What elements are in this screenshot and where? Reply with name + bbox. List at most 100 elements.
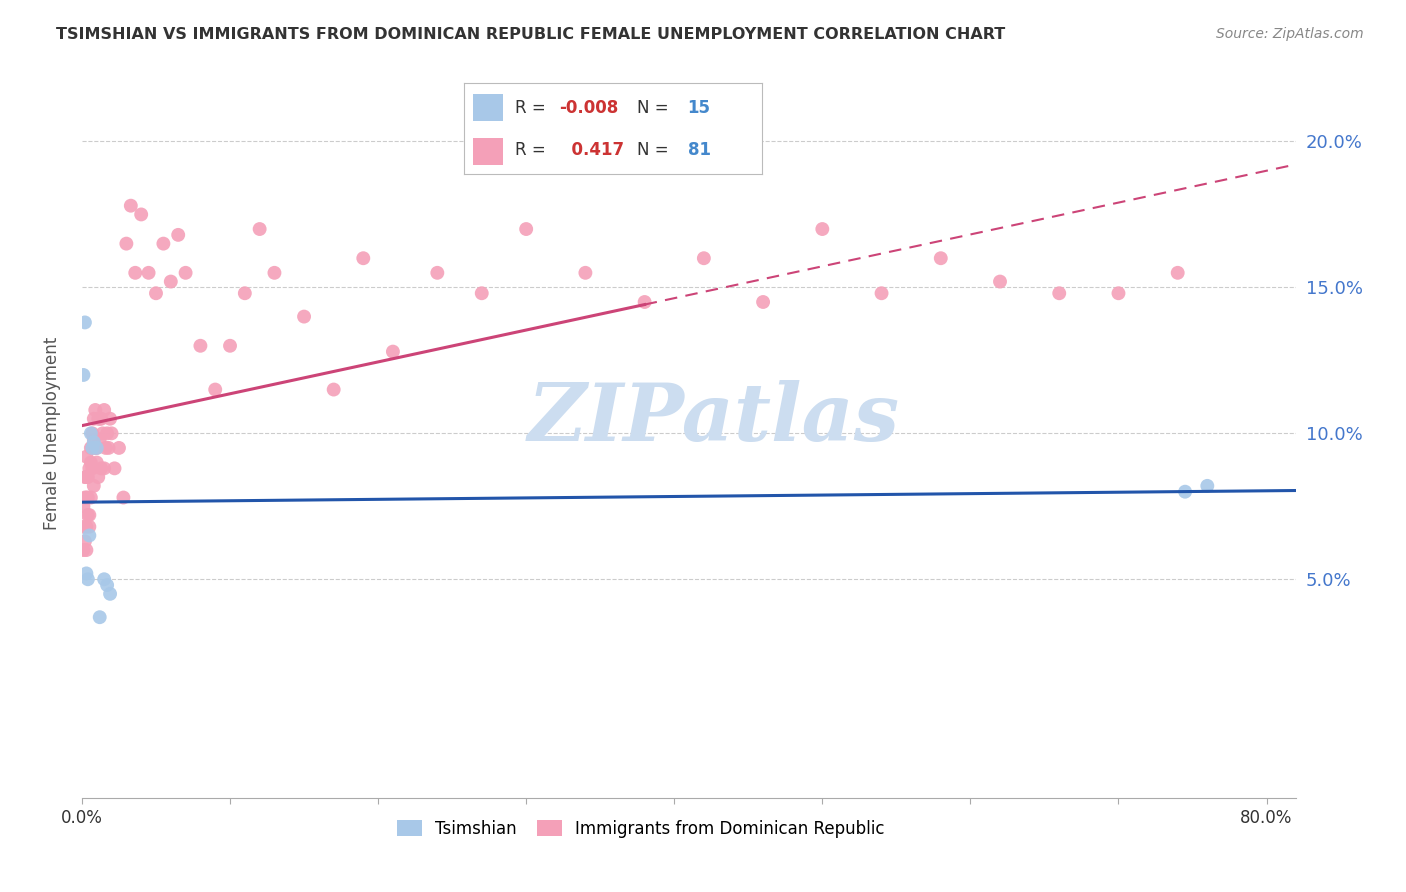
Point: [426, 266, 449, 280]
Point: [89, 610, 111, 624]
Point: [100, 426, 122, 441]
Point: [167, 227, 190, 242]
Point: [73, 470, 96, 484]
Point: [929, 251, 952, 265]
Point: [96, 426, 118, 441]
Point: [249, 222, 271, 236]
Point: [77, 470, 100, 484]
Point: [90, 461, 112, 475]
Point: [152, 236, 174, 251]
Point: [84, 403, 107, 417]
Point: [633, 295, 655, 310]
Point: [80, 426, 103, 441]
Point: [80, 441, 103, 455]
Point: [233, 286, 256, 301]
Point: [190, 339, 212, 353]
Point: [86, 441, 108, 455]
Point: [93, 461, 115, 475]
Point: [381, 344, 404, 359]
Point: [159, 275, 181, 289]
Point: [87, 470, 110, 484]
Point: [83, 435, 105, 450]
Point: [103, 461, 125, 475]
Point: [84, 441, 107, 455]
Point: [79, 508, 101, 522]
Point: [80, 456, 103, 470]
Legend: Tsimshian, Immigrants from Dominican Republic: Tsimshian, Immigrants from Dominican Rep…: [389, 814, 891, 845]
Point: [90, 411, 112, 425]
Point: [82, 461, 104, 475]
Point: [97, 441, 120, 455]
Point: [86, 441, 108, 455]
Point: [988, 275, 1011, 289]
Point: [79, 461, 101, 475]
Point: [138, 266, 160, 280]
Point: [82, 441, 104, 455]
Point: [1197, 479, 1219, 493]
Point: [89, 411, 111, 425]
Point: [83, 432, 105, 446]
Point: [91, 426, 114, 441]
Point: [75, 470, 97, 484]
Point: [77, 491, 100, 505]
Point: [75, 519, 97, 533]
Point: [108, 441, 131, 455]
Point: [73, 534, 96, 549]
Point: [219, 339, 242, 353]
Point: [811, 222, 834, 236]
Point: [93, 572, 115, 586]
Text: Source: ZipAtlas.com: Source: ZipAtlas.com: [1216, 27, 1364, 41]
Point: [352, 251, 374, 265]
Y-axis label: Female Unemployment: Female Unemployment: [44, 336, 60, 530]
Point: [75, 491, 97, 505]
Point: [471, 286, 494, 301]
Point: [72, 500, 94, 514]
Point: [1107, 286, 1129, 301]
Point: [82, 426, 104, 441]
Point: [93, 403, 115, 417]
Point: [82, 441, 104, 455]
Point: [145, 286, 167, 301]
Point: [263, 266, 285, 280]
Point: [204, 383, 226, 397]
Text: ZIPatlas: ZIPatlas: [527, 380, 900, 458]
Point: [79, 528, 101, 542]
Point: [115, 236, 138, 251]
Point: [89, 432, 111, 446]
Text: TSIMSHIAN VS IMMIGRANTS FROM DOMINICAN REPUBLIC FEMALE UNEMPLOYMENT CORRELATION : TSIMSHIAN VS IMMIGRANTS FROM DOMINICAN R…: [56, 27, 1005, 42]
Point: [73, 315, 96, 329]
Point: [83, 479, 105, 493]
Point: [94, 441, 117, 455]
Point: [77, 572, 100, 586]
Point: [72, 543, 94, 558]
Point: [174, 266, 197, 280]
Point: [96, 578, 118, 592]
Point: [79, 519, 101, 533]
Point: [73, 491, 96, 505]
Point: [1047, 286, 1070, 301]
Point: [752, 295, 775, 310]
Point: [80, 491, 103, 505]
Point: [693, 251, 716, 265]
Point: [574, 266, 596, 280]
Point: [75, 450, 97, 464]
Point: [98, 587, 121, 601]
Point: [72, 519, 94, 533]
Point: [83, 411, 105, 425]
Point: [72, 368, 94, 382]
Point: [322, 383, 344, 397]
Point: [86, 456, 108, 470]
Point: [124, 266, 146, 280]
Point: [292, 310, 315, 324]
Point: [77, 508, 100, 522]
Point: [75, 566, 97, 581]
Point: [112, 491, 135, 505]
Point: [75, 543, 97, 558]
Point: [1174, 484, 1197, 499]
Point: [515, 222, 537, 236]
Point: [870, 286, 893, 301]
Point: [87, 411, 110, 425]
Point: [129, 207, 152, 221]
Point: [98, 411, 121, 425]
Point: [1167, 266, 1189, 280]
